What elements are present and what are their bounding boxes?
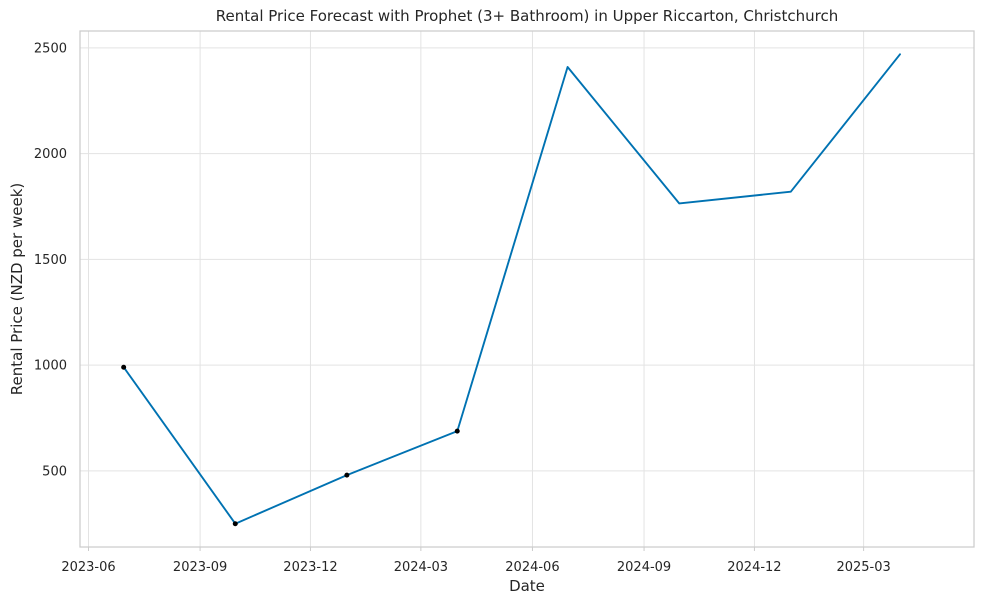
observed-points — [121, 364, 460, 527]
y-gridlines — [80, 47, 974, 472]
y-tick-label: 500 — [42, 464, 67, 479]
series-layer — [122, 53, 901, 525]
observed-data-point — [344, 472, 350, 478]
forecast-line — [122, 53, 901, 525]
x-axis-label: Date — [509, 577, 545, 595]
y-axis-label: Rental Price (NZD per week) — [8, 183, 26, 395]
x-axis-ticks: 2023-06 2023-09 2023-12 2024-03 2024-06 2024-… — [61, 547, 891, 575]
plot-area-frame — [79, 30, 975, 548]
x-tick-label: 2024-12 — [727, 560, 781, 575]
observed-data-point — [454, 428, 460, 434]
x-tick-label: 2023-06 — [61, 560, 115, 575]
x-tick-label: 2023-12 — [283, 560, 337, 575]
x-tick-label: 2023-09 — [173, 560, 227, 575]
x-tick-label: 2024-06 — [505, 560, 559, 575]
x-tick-label: 2024-03 — [394, 560, 448, 575]
y-tick-label: 2000 — [34, 147, 67, 162]
y-tick-label: 1500 — [34, 253, 67, 268]
observed-data-point — [232, 521, 238, 527]
y-tick-label: 1000 — [34, 359, 67, 374]
x-tick-label: 2024-09 — [617, 560, 671, 575]
y-tick-label: 2500 — [34, 41, 67, 56]
chart-title: Rental Price Forecast with Prophet (3+ B… — [216, 7, 838, 25]
x-gridlines — [87, 31, 865, 547]
observed-data-point — [121, 364, 127, 370]
x-tick-label: 2025-03 — [836, 560, 890, 575]
y-axis-ticks: 500 1000 1500 2000 2500 — [34, 41, 67, 479]
